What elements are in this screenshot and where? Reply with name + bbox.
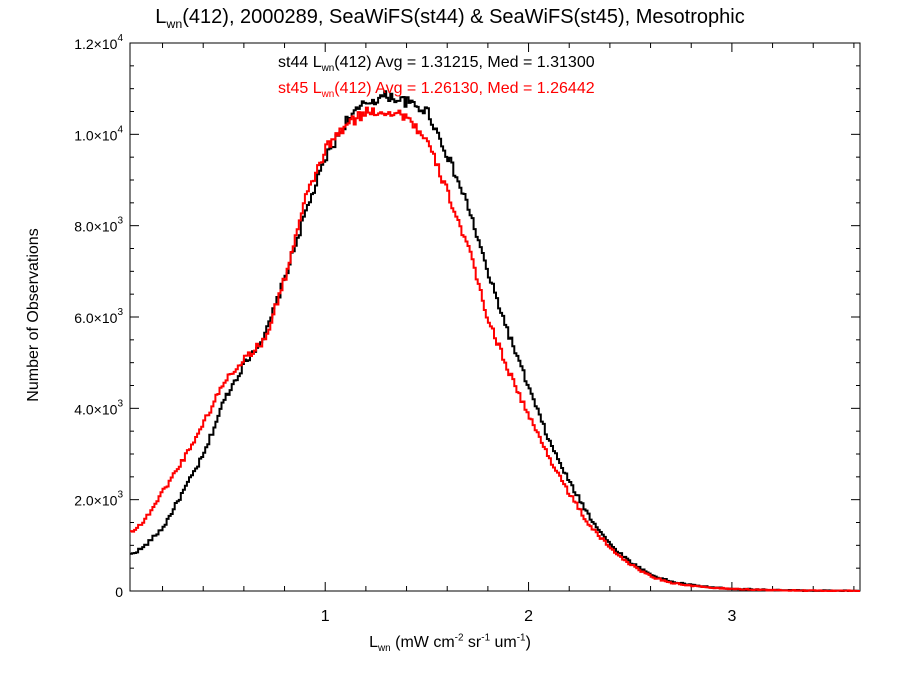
y-tick-label: 6.0×103 bbox=[74, 307, 123, 326]
x-tick-label: 2 bbox=[524, 608, 533, 625]
y-tick-label: 1.0×104 bbox=[74, 124, 123, 143]
y-tick-label: 8.0×103 bbox=[74, 216, 123, 235]
x-axis-label: Lwn (mW cm-2 sr-1 um-1) bbox=[369, 632, 531, 655]
y-axis-label: Number of Observations bbox=[25, 228, 42, 402]
legend-entry-st45: st45 Lwn(412) Avg = 1.26130, Med = 1.264… bbox=[278, 80, 595, 101]
plot-frame bbox=[129, 42, 861, 592]
y-tick-label: 1.2×104 bbox=[74, 33, 123, 52]
chart-title: Lwn(412), 2000289, SeaWiFS(st44) & SeaWi… bbox=[155, 6, 745, 31]
y-tick-label: 4.0×103 bbox=[74, 398, 123, 417]
y-tick-label: 0 bbox=[115, 584, 123, 600]
y-tick-label: 2.0×103 bbox=[74, 490, 123, 509]
x-tick-label: 1 bbox=[321, 608, 330, 625]
series-line-st45 bbox=[130, 106, 860, 592]
x-tick-label: 3 bbox=[727, 608, 736, 625]
legend-entry-st44: st44 Lwn(412) Avg = 1.31215, Med = 1.313… bbox=[278, 54, 595, 75]
